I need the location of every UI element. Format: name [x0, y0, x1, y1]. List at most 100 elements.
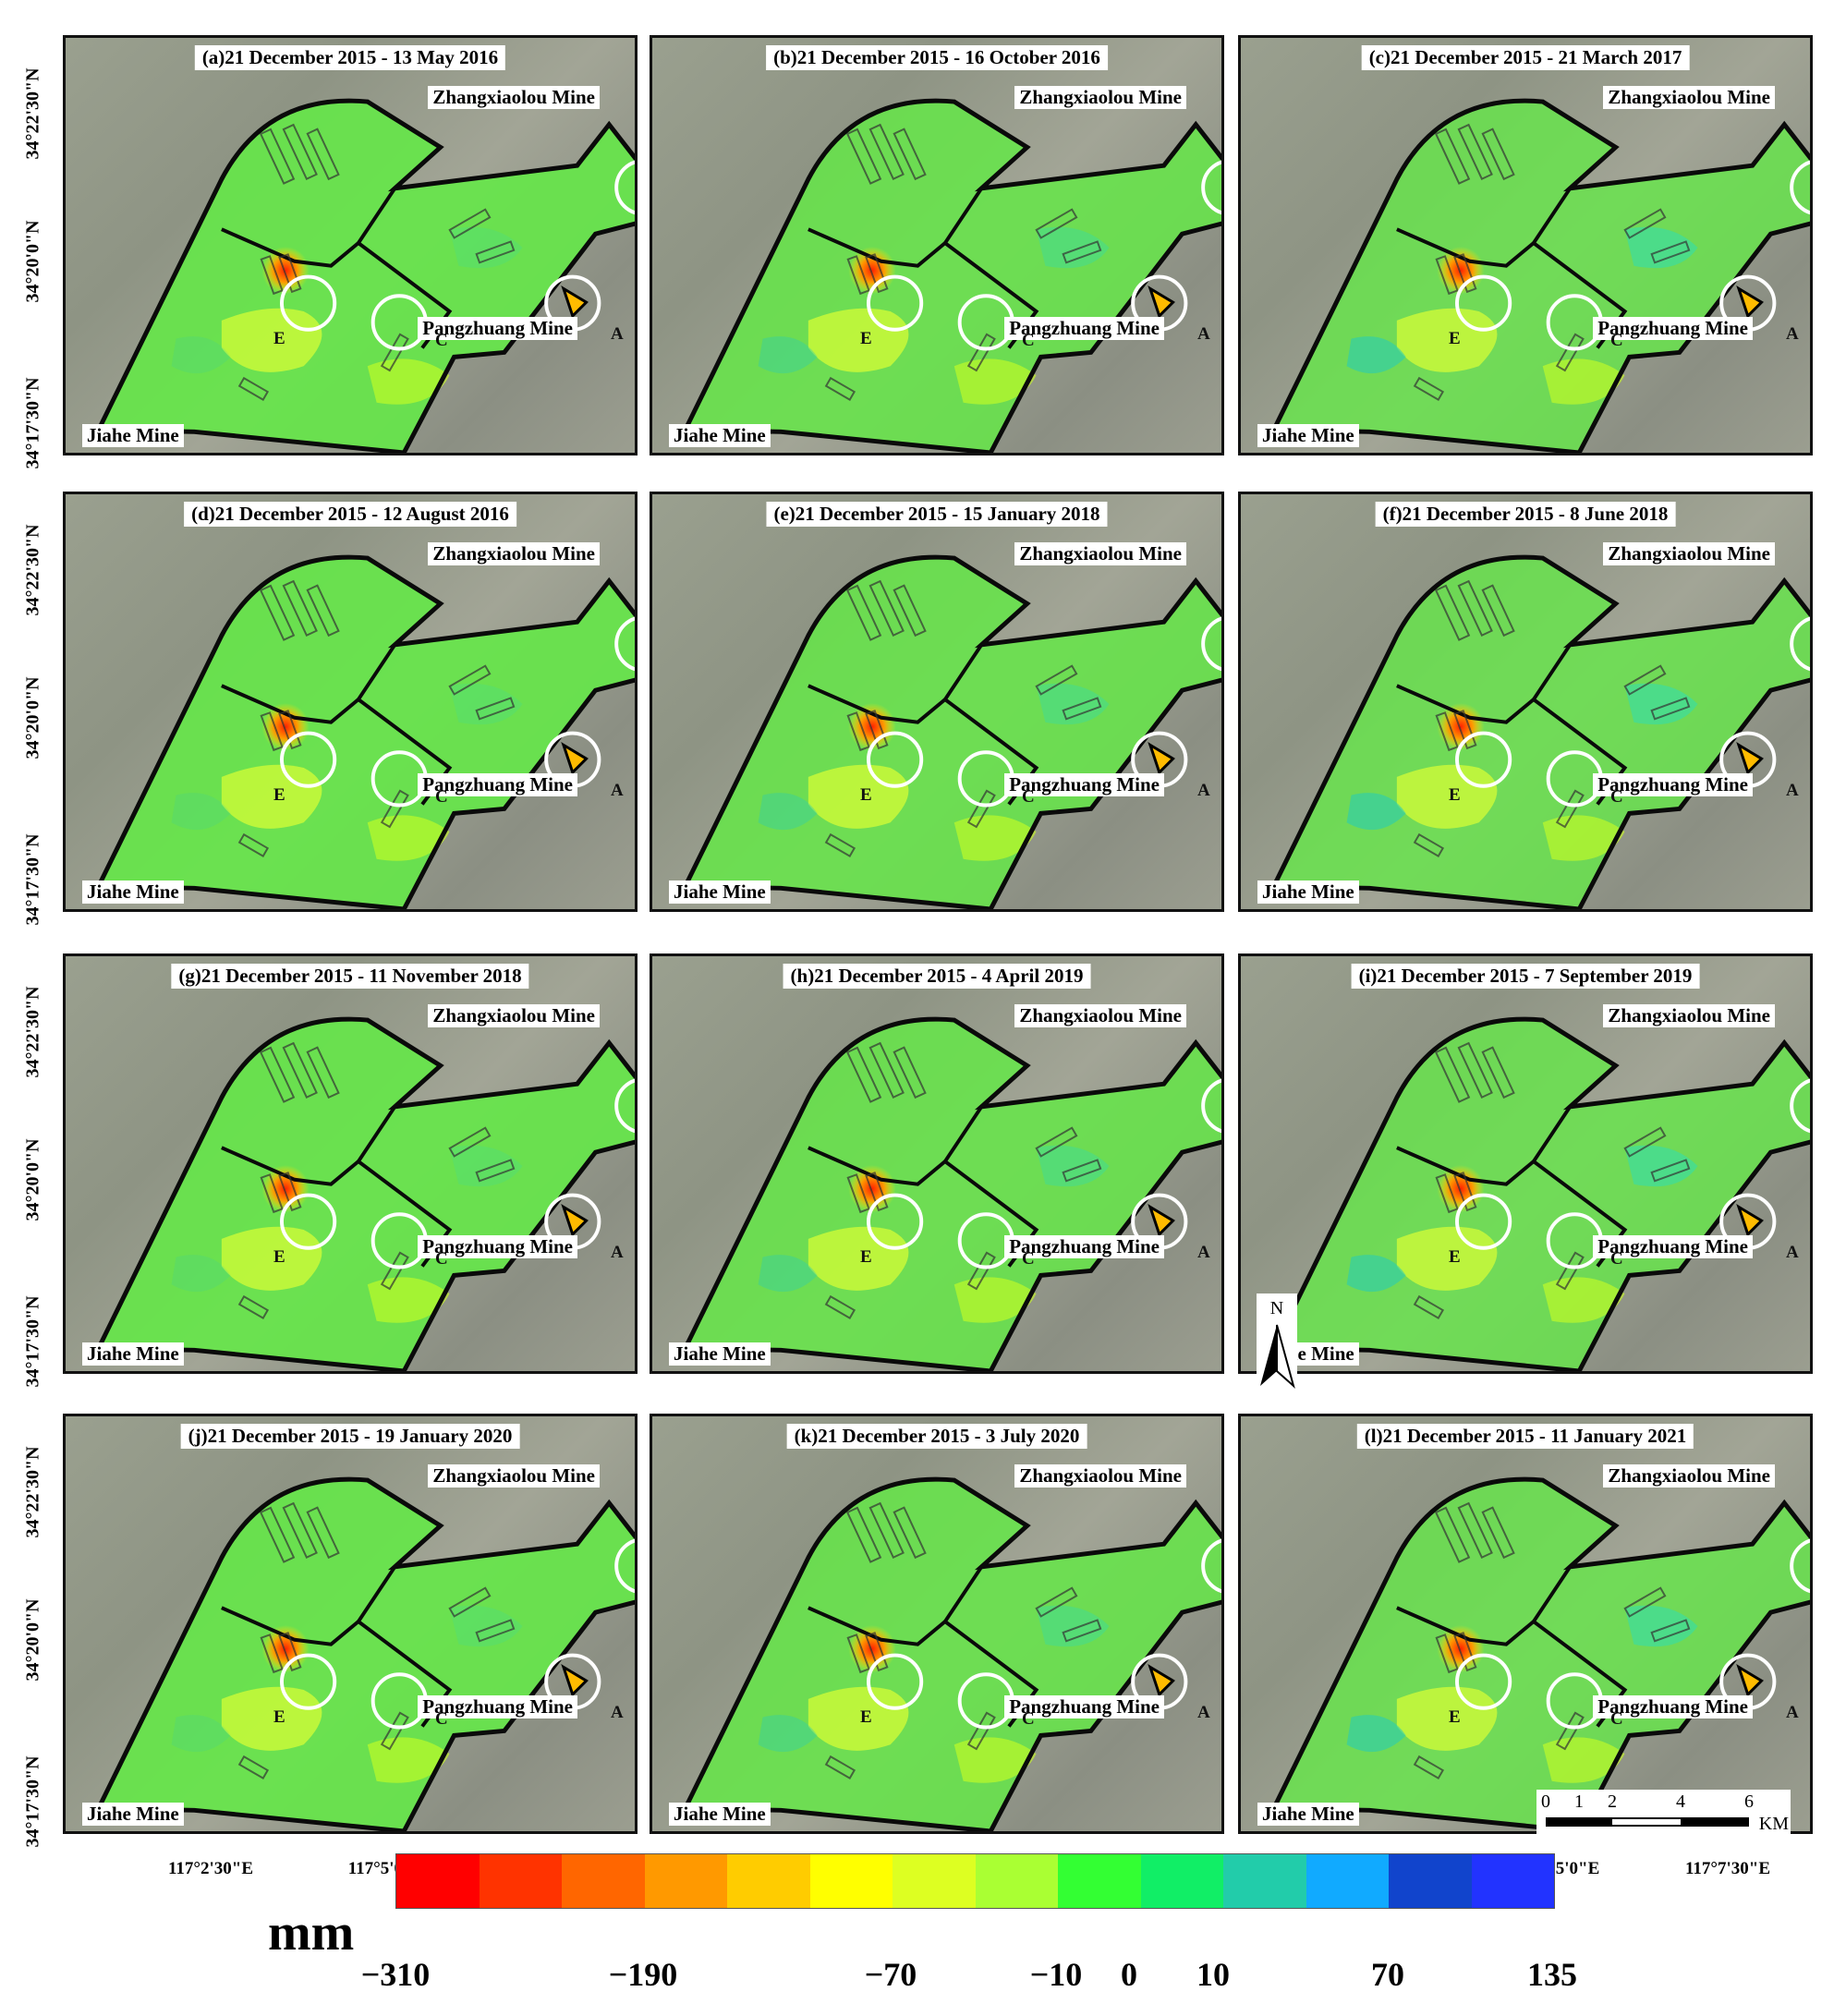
zone-circle	[1201, 1538, 1221, 1594]
map-panel: (e)21 December 2015 - 15 January 2018 Zha…	[650, 492, 1224, 912]
colorbar-segment	[1140, 1854, 1223, 1908]
colorbar-segment	[644, 1854, 727, 1908]
map-panel: (d)21 December 2015 - 12 August 2016 Zhan…	[63, 492, 638, 912]
colorbar-tick-label: 135	[1527, 1956, 1577, 1993]
mine-label-pangzhuang: Pangzhuang Mine	[1004, 773, 1164, 796]
mine-label-pangzhuang: Pangzhuang Mine	[418, 1695, 577, 1718]
scale-bar-tick: 2	[1608, 1791, 1617, 1812]
zone-label: E	[860, 329, 872, 348]
latitude-label: 34°17'30"N	[22, 377, 43, 469]
zone-circle	[867, 731, 924, 788]
mine-label-jiahe: Jiahe Mine	[669, 424, 771, 447]
zone-circle	[614, 160, 635, 215]
colorbar-segment	[975, 1854, 1058, 1908]
zone-label: C	[435, 787, 448, 807]
north-arrow: N	[1257, 1293, 1297, 1395]
mine-label-jiahe: Jiahe Mine	[82, 1342, 184, 1366]
zone-label: C	[435, 1249, 448, 1269]
colorbar-tick-label: 10	[1196, 1956, 1230, 1993]
zone-circle	[867, 1653, 924, 1710]
deformation-map	[94, 98, 635, 453]
colorbar-tick-label: −310	[360, 1956, 431, 1993]
panel-title: (c)21 December 2015 - 21 March 2017	[1361, 45, 1690, 70]
latitude-label: 34°20'0"N	[22, 1138, 43, 1221]
zone-label: E	[860, 1707, 872, 1727]
zone-label: C	[435, 331, 448, 350]
zone-label: C	[1022, 331, 1035, 350]
zone-label: A	[1197, 1243, 1210, 1262]
north-arrow-right-icon	[1276, 1324, 1295, 1389]
scale-bar-unit: KM	[1758, 1814, 1789, 1834]
mine-label-jiahe: Jiahe Mine	[669, 880, 771, 904]
mine-label-pangzhuang: Pangzhuang Mine	[1593, 773, 1753, 796]
zone-label: E	[1449, 329, 1461, 348]
mine-label-jiahe: Jiahe Mine	[82, 1803, 184, 1826]
zone-circle	[1455, 1193, 1512, 1250]
zone-circle	[280, 731, 337, 788]
zone-label: A	[1786, 781, 1799, 800]
deformation-map	[1269, 98, 1810, 453]
panel-title: (i)21 December 2015 - 7 September 2019	[1351, 964, 1700, 989]
zone-label: C	[1022, 787, 1035, 807]
mine-label-zhangxiaolou: Zhangxiaolou Mine	[1603, 86, 1775, 109]
colorbar-tick-label: 0	[1121, 1956, 1137, 1993]
mine-label-jiahe: Jiahe Mine	[82, 880, 184, 904]
zone-label: E	[273, 785, 285, 805]
panel-title: (e)21 December 2015 - 15 January 2018	[766, 502, 1108, 527]
colorbar-tick-label: −70	[864, 1956, 917, 1993]
zone-circle	[614, 1538, 635, 1594]
mine-label-pangzhuang: Pangzhuang Mine	[418, 1235, 577, 1258]
mine-label-jiahe: Jiahe Mine	[669, 1803, 771, 1826]
map-panel: (h)21 December 2015 - 4 April 2019 Zhangx…	[650, 953, 1224, 1374]
mine-label-pangzhuang: Pangzhuang Mine	[1593, 1235, 1753, 1258]
panel-title: (k)21 December 2015 - 3 July 2020	[786, 1424, 1087, 1449]
mine-label-zhangxiaolou: Zhangxiaolou Mine	[428, 86, 600, 109]
latitude-label: 34°17'30"N	[22, 1295, 43, 1388]
deformation-map	[681, 1476, 1221, 1831]
longitude-label: 117°2'30"E	[167, 1859, 254, 1878]
mine-label-pangzhuang: Pangzhuang Mine	[1004, 1235, 1164, 1258]
zone-label: C	[1610, 1709, 1623, 1729]
map-panel: (b)21 December 2015 - 16 October 2016 Zha…	[650, 35, 1224, 455]
zone-label: A	[1786, 324, 1799, 344]
latitude-label: 34°20'0"N	[22, 676, 43, 759]
map-panel: (f)21 December 2015 - 8 June 2018 Zhangxi…	[1238, 492, 1813, 912]
map-panel: (c)21 December 2015 - 21 March 2017 Zhang…	[1238, 35, 1813, 455]
zone-circle	[1455, 731, 1512, 788]
zone-circle	[280, 274, 337, 332]
map-panel: (i)21 December 2015 - 7 September 2019 Zh…	[1238, 953, 1813, 1374]
zone-circle	[1455, 1653, 1512, 1710]
deformation-map	[1269, 1016, 1810, 1371]
zone-label: A	[611, 781, 624, 800]
colorbar-tick-label: 70	[1371, 1956, 1404, 1993]
mine-label-zhangxiaolou: Zhangxiaolou Mine	[1014, 1004, 1186, 1027]
mine-label-jiahe: Jiahe Mine	[669, 1342, 771, 1366]
zone-label: C	[1022, 1249, 1035, 1269]
zone-circle	[1201, 160, 1221, 215]
latitude-label: 34°20'0"N	[22, 220, 43, 303]
scale-bar-tick: 4	[1676, 1791, 1685, 1812]
latitude-label: 34°22'30"N	[22, 1446, 43, 1538]
map-panel: (l)21 December 2015 - 11 January 2021 Zha…	[1238, 1414, 1813, 1834]
latitude-label: 34°20'0"N	[22, 1598, 43, 1682]
colorbar-segment	[479, 1854, 562, 1908]
deformation-map	[681, 554, 1221, 909]
scale-bar-tick: 0	[1541, 1791, 1550, 1812]
zone-circle	[280, 1193, 337, 1250]
legend-unit: mm	[268, 1904, 355, 1961]
panel-title: (f)21 December 2015 - 8 June 2018	[1375, 502, 1676, 527]
zone-circle	[867, 274, 924, 332]
map-panel: (a)21 December 2015 - 13 May 2016 Zhangxi…	[63, 35, 638, 455]
map-panel: (k)21 December 2015 - 3 July 2020 Zhangxi…	[650, 1414, 1224, 1834]
latitude-label: 34°22'30"N	[22, 67, 43, 160]
mine-label-jiahe: Jiahe Mine	[82, 424, 184, 447]
zone-label: E	[1449, 785, 1461, 805]
mine-label-pangzhuang: Pangzhuang Mine	[1004, 317, 1164, 340]
colorbar-segment	[1389, 1854, 1472, 1908]
mine-label-zhangxiaolou: Zhangxiaolou Mine	[1014, 542, 1186, 565]
longitude-label: 117°7'30"E	[1684, 1859, 1771, 1878]
panel-title: (b)21 December 2015 - 16 October 2016	[766, 45, 1108, 70]
deformation-map	[94, 1476, 635, 1831]
deformation-map	[1269, 1476, 1810, 1831]
zone-label: A	[1786, 1703, 1799, 1722]
